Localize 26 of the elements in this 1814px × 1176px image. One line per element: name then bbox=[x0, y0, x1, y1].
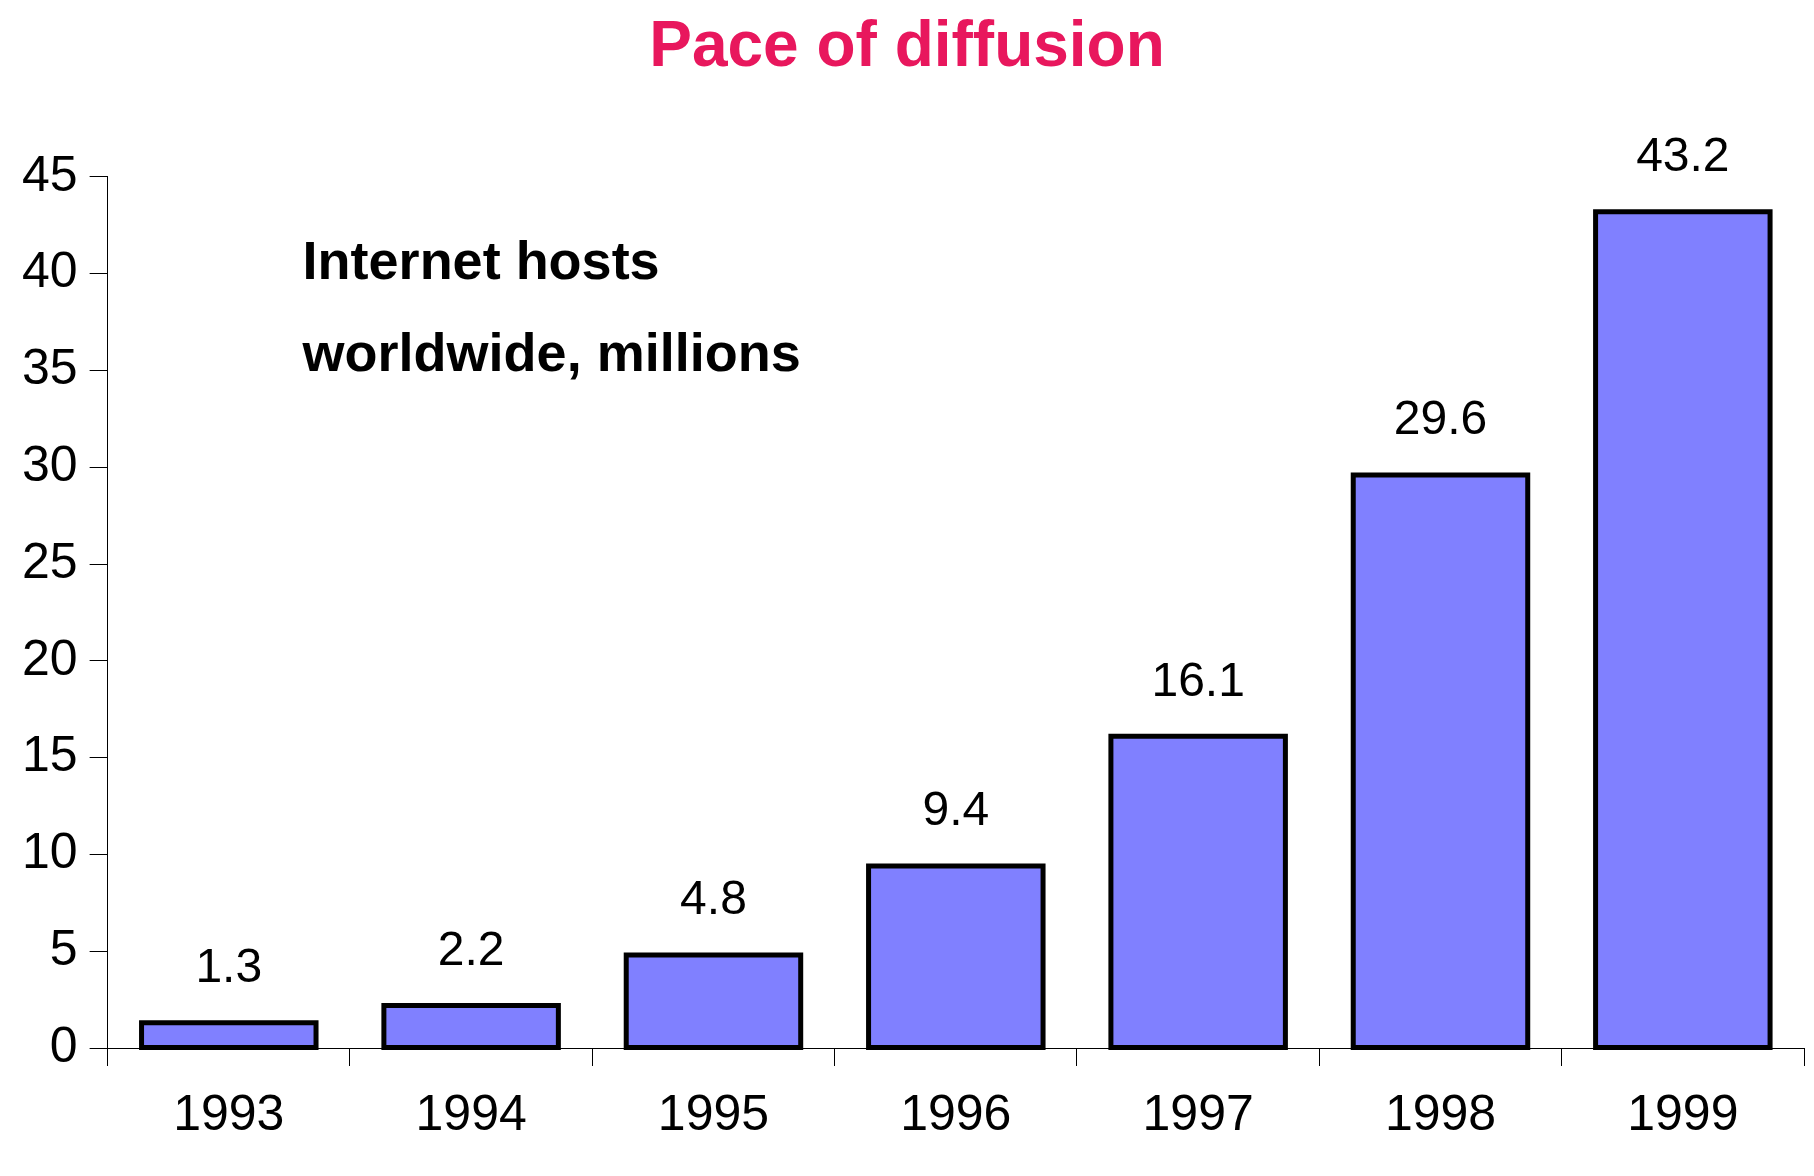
y-tick-label: 45 bbox=[21, 145, 78, 202]
y-tick-label: 0 bbox=[49, 1016, 78, 1073]
y-tick-label: 5 bbox=[49, 919, 78, 976]
x-tick-label: 1999 bbox=[1627, 1084, 1739, 1141]
y-tick-label: 35 bbox=[21, 339, 78, 396]
data-label: 9.4 bbox=[922, 782, 990, 836]
x-tick-label: 1995 bbox=[657, 1084, 770, 1141]
annotation: Internet hosts worldwide, millions bbox=[301, 229, 801, 382]
x-tick-label: 1997 bbox=[1142, 1084, 1254, 1141]
y-tick-label: 40 bbox=[21, 242, 78, 299]
y-tick-label: 25 bbox=[21, 532, 78, 589]
data-label: 29.6 bbox=[1393, 391, 1488, 445]
data-label: 43.2 bbox=[1636, 127, 1730, 181]
y-tick-label: 10 bbox=[21, 823, 78, 880]
x-tick-label: 1996 bbox=[900, 1084, 1012, 1141]
x-tick-label: 1994 bbox=[415, 1084, 527, 1141]
y-tick-label: 30 bbox=[21, 435, 78, 492]
data-label: 1.3 bbox=[195, 939, 263, 993]
data-label: 2.2 bbox=[437, 921, 505, 975]
data-label: 4.8 bbox=[680, 871, 747, 925]
x-tick-label: 1993 bbox=[173, 1084, 285, 1141]
chart-title: Pace of diffusion bbox=[649, 8, 1165, 81]
data-label: 16.1 bbox=[1151, 652, 1245, 706]
y-tick-label: 15 bbox=[21, 726, 78, 783]
y-tick-label: 20 bbox=[21, 629, 78, 686]
x-tick-label: 1998 bbox=[1384, 1084, 1497, 1141]
